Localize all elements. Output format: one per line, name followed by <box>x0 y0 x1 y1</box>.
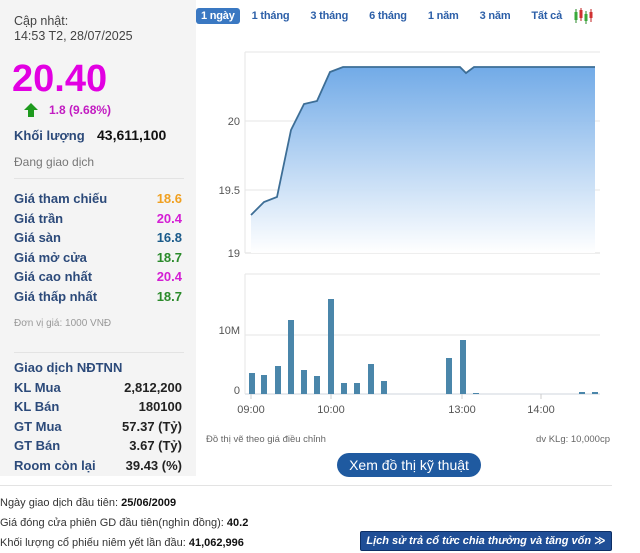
foreign-row: Room còn lại 39.43 (%) <box>14 458 182 478</box>
volume-value: 43,611,100 <box>97 127 167 143</box>
foreign-row: KL Bán 180100 <box>14 399 182 419</box>
foreign-trading: Giao dịch NĐTNN KL Mua 2,812,200 KL Bán … <box>14 360 182 477</box>
info-value: 40.2 <box>226 517 249 529</box>
info-label: Khối lượng cổ phiếu niêm yết lần đầu: <box>0 537 189 549</box>
price-label: Giá trần <box>14 210 64 226</box>
y-tick: 20 <box>228 116 240 128</box>
foreign-label: Room còn lại <box>14 457 96 473</box>
volume-row: Khối lượng 43,611,100 <box>14 127 194 143</box>
y-tick: 0 <box>234 385 240 397</box>
info-label: Ngày giao dịch đầu tiên: <box>0 497 122 509</box>
listing-info: Ngày giao dịch đầu tiên: 25/06/2009 Giá … <box>0 493 248 553</box>
price-value: 20.4 <box>156 269 182 284</box>
price-row-open: Giá mở cửa 18.7 <box>14 250 182 270</box>
tab-1-month[interactable]: 1 tháng <box>251 10 290 22</box>
quote-panel <box>0 0 196 476</box>
first-close-price: Giá đóng cửa phiên GD đầu tiên(nghìn đồn… <box>0 513 248 533</box>
price-label: Giá thấp nhất <box>14 288 98 304</box>
x-tick: 14:00 <box>527 404 555 416</box>
price-value: 16.8 <box>156 230 182 245</box>
price-volume-chart: 20 19.5 19 10M 0 <box>219 51 600 416</box>
current-price: 20.40 <box>12 58 108 100</box>
price-row-ceiling: Giá trần 20.4 <box>14 211 182 231</box>
info-label: Giá đóng cửa phiên GD đầu tiên(nghìn đồn… <box>0 517 227 529</box>
foreign-value: 2,812,200 <box>124 379 182 395</box>
period-tabs: 1 ngày 1 tháng 3 tháng 6 tháng 1 năm 3 n… <box>196 8 593 24</box>
foreign-value: 3.67 (Tỷ) <box>129 438 182 453</box>
trading-status: Đang giao dịch <box>14 155 95 169</box>
candlestick-chart-icon[interactable] <box>573 8 593 24</box>
price-value: 18.6 <box>156 191 182 206</box>
tab-3-years[interactable]: 3 năm <box>479 10 511 22</box>
up-arrow-icon <box>24 103 38 117</box>
y-tick: 19 <box>228 248 240 260</box>
price-row-reference: Giá tham chiếu 18.6 <box>14 191 182 211</box>
foreign-row: GT Mua 57.37 (Tỷ) <box>14 419 182 439</box>
divider <box>14 352 184 353</box>
foreign-label: GT Bán <box>14 438 61 453</box>
volume-chart: 10M 0 09:00 10:00 13:00 14:00 <box>219 273 600 416</box>
price-line <box>250 66 595 216</box>
volume-unit-note: dv KLg: 10,000cp <box>536 434 610 445</box>
dividend-history-button[interactable]: Lịch sử trả cổ tức chia thưởng và tăng v… <box>360 531 612 551</box>
price-row-low: Giá thấp nhất 18.7 <box>14 289 182 309</box>
price-row-floor: Giá sàn 16.8 <box>14 230 182 250</box>
divider <box>14 178 184 179</box>
price-list: Giá tham chiếu 18.6 Giá trần 20.4 Giá sà… <box>14 191 182 308</box>
price-label: Giá sàn <box>14 230 61 245</box>
price-value: 20.4 <box>156 210 182 226</box>
foreign-row: GT Bán 3.67 (Tỷ) <box>14 438 182 458</box>
foreign-row: KL Mua 2,812,200 <box>14 380 182 400</box>
tab-3-months[interactable]: 3 tháng <box>310 10 349 22</box>
x-tick: 09:00 <box>237 404 265 416</box>
unit-note: Đơn vị giá: 1000 VNĐ <box>14 318 112 329</box>
price-chart: 20 19.5 19 <box>219 51 600 260</box>
info-value: 41,062,996 <box>188 537 244 549</box>
first-trade-date: Ngày giao dịch đầu tiên: 25/06/2009 <box>0 493 248 513</box>
price-label: Giá tham chiếu <box>14 191 108 206</box>
price-label: Giá mở cửa <box>14 249 87 265</box>
price-value: 18.7 <box>156 288 182 304</box>
divider <box>0 485 612 486</box>
update-info: Cập nhật: 14:53 T2, 28/07/2025 <box>14 14 133 44</box>
tab-all[interactable]: Tất cả <box>531 10 562 22</box>
y-tick: 19.5 <box>219 185 240 197</box>
foreign-value: 57.37 (Tỷ) <box>122 418 182 434</box>
price-label: Giá cao nhất <box>14 269 93 284</box>
x-tick: 13:00 <box>448 404 476 416</box>
foreign-value: 39.43 (%) <box>125 457 182 473</box>
foreign-label: KL Bán <box>14 399 60 414</box>
adjusted-price-note: Đồ thị vẽ theo giá điều chỉnh <box>206 434 326 445</box>
update-time: 14:53 T2, 28/07/2025 <box>14 29 133 43</box>
foreign-value: 180100 <box>138 399 182 414</box>
tab-6-months[interactable]: 6 tháng <box>369 10 407 22</box>
foreign-title: Giao dịch NĐTNN <box>14 360 123 375</box>
update-label: Cập nhật: <box>14 14 69 28</box>
price-change: 1.8 (9.68%) <box>24 103 111 117</box>
first-listed-volume: Khối lượng cổ phiếu niêm yết lần đầu: 41… <box>0 533 248 553</box>
x-tick: 10:00 <box>317 404 345 416</box>
price-row-high: Giá cao nhất 20.4 <box>14 269 182 289</box>
volume-bars <box>249 299 598 394</box>
tab-1-day[interactable]: 1 ngày <box>196 8 240 24</box>
info-value: 25/06/2009 <box>121 497 177 509</box>
volume-label: Khối lượng <box>14 128 85 143</box>
price-area <box>251 67 595 253</box>
tab-1-year[interactable]: 1 năm <box>427 10 459 22</box>
foreign-label: GT Mua <box>14 418 62 434</box>
technical-chart-button[interactable]: Xem đồ thị kỹ thuật <box>337 453 481 477</box>
foreign-label: KL Mua <box>14 379 61 395</box>
price-value: 18.7 <box>156 249 182 265</box>
y-tick: 10M <box>219 325 240 337</box>
change-value: 1.8 (9.68%) <box>49 103 112 117</box>
